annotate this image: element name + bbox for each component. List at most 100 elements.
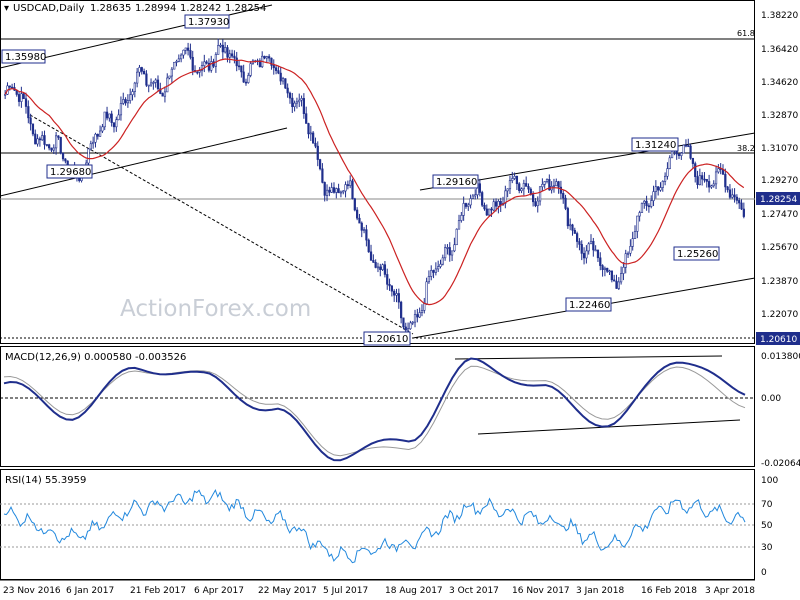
candle <box>689 143 692 160</box>
candle <box>701 172 704 186</box>
candle <box>404 322 407 333</box>
candle <box>492 198 495 212</box>
candle <box>615 274 618 289</box>
lower-channel-line-2017 <box>0 127 288 197</box>
fib-38-2-label: 38.2 <box>737 144 755 153</box>
svg-text:1.22460: 1.22460 <box>569 300 610 311</box>
candle <box>233 50 236 64</box>
candle <box>203 54 206 73</box>
candle <box>89 140 92 151</box>
candle <box>31 123 35 137</box>
candle <box>61 152 65 162</box>
candle <box>119 96 123 121</box>
candle <box>735 194 739 205</box>
candlesticks <box>4 38 745 335</box>
candle <box>268 54 271 62</box>
candle <box>650 195 653 209</box>
svg-text:1.37930: 1.37930 <box>188 17 229 28</box>
candle <box>462 196 465 221</box>
candle <box>508 175 512 194</box>
candle <box>50 147 53 153</box>
candle <box>263 55 266 60</box>
candle <box>446 244 449 255</box>
price-tick: 1.27470 <box>761 210 798 220</box>
candle <box>288 91 292 104</box>
candle <box>441 254 444 266</box>
candle <box>594 245 597 252</box>
candle <box>286 83 289 98</box>
candle <box>108 113 111 122</box>
label-1-29680: 1.29680 <box>46 164 93 179</box>
candle <box>36 134 39 147</box>
macd-title: MACD(12,26,9) 0.000580 -0.003526 <box>5 352 186 363</box>
candle <box>342 190 345 195</box>
candle <box>677 153 681 160</box>
candle <box>362 227 366 234</box>
candle <box>351 178 354 200</box>
candle <box>439 259 442 269</box>
time-tick: 6 Jan 2017 <box>66 586 114 596</box>
candle <box>94 132 97 148</box>
candle <box>522 179 525 196</box>
candle <box>240 65 243 78</box>
candle <box>221 39 224 60</box>
candle <box>543 181 546 189</box>
candle <box>703 172 706 183</box>
main-title-group: ▾ USDCAD,Daily 1.28635 1.28994 1.28242 1… <box>4 3 266 14</box>
rsi-tick: 30 <box>761 543 773 553</box>
candle <box>27 100 30 124</box>
symbol-title: USDCAD,Daily <box>13 3 84 14</box>
candle <box>140 66 143 75</box>
candle <box>455 228 458 246</box>
candle <box>224 42 227 54</box>
candle <box>485 204 488 217</box>
candle <box>617 277 620 290</box>
price-axis: 1.38220 1.36420 1.34620 1.32870 1.31070 … <box>756 11 800 345</box>
candle <box>369 244 373 261</box>
price-tick: 1.36420 <box>761 45 798 55</box>
candle <box>184 47 187 55</box>
candle <box>360 221 363 238</box>
candle <box>652 185 655 207</box>
candle <box>124 97 127 106</box>
candle <box>610 270 613 283</box>
candle <box>580 240 583 261</box>
candle <box>300 95 303 107</box>
candle <box>640 202 644 213</box>
candle <box>571 223 574 236</box>
candle <box>22 92 25 100</box>
candle <box>411 321 414 326</box>
candle <box>274 64 278 75</box>
candle <box>87 148 90 167</box>
price-tick: 1.38220 <box>761 11 798 21</box>
svg-text:1.35980: 1.35980 <box>5 52 46 63</box>
candle <box>335 187 338 199</box>
candle <box>608 269 611 275</box>
candle <box>92 136 95 149</box>
candle <box>332 182 336 194</box>
candle <box>293 100 296 112</box>
candle <box>631 231 634 251</box>
candle <box>601 264 604 277</box>
candle <box>707 174 711 193</box>
candle <box>645 195 648 211</box>
candle <box>592 237 595 257</box>
current-price-badge <box>756 192 800 205</box>
candle <box>624 249 627 274</box>
macd-pane-frame <box>0 346 755 467</box>
candle <box>265 55 268 63</box>
candle <box>714 165 718 190</box>
candle <box>330 182 333 193</box>
candle <box>316 141 319 167</box>
symbol-marker-icon: ▾ <box>4 3 9 14</box>
candle <box>376 262 380 273</box>
candle <box>126 94 129 108</box>
candle <box>687 138 690 148</box>
candle <box>154 78 157 88</box>
candle <box>318 158 322 171</box>
candle <box>430 265 433 281</box>
candle <box>545 178 549 184</box>
candle <box>96 133 99 140</box>
